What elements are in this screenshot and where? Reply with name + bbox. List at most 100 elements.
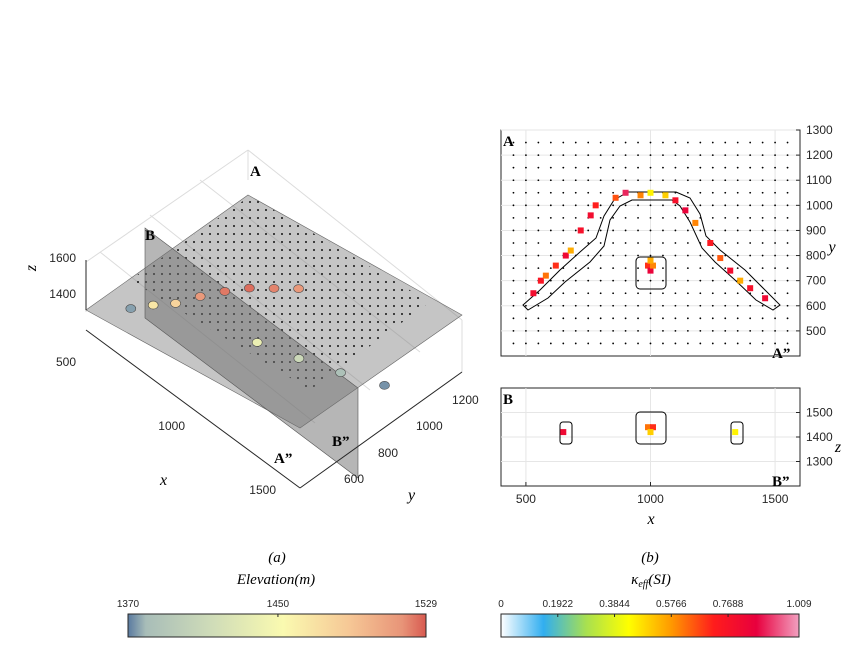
b-top-dots <box>512 141 789 345</box>
b-top-grid-dot <box>686 292 689 295</box>
b-top-label-A2: A” <box>772 346 790 362</box>
b-top-cell <box>692 219 699 226</box>
b-top-grid-dot <box>761 154 764 157</box>
b-bottom-cell <box>649 424 656 431</box>
b-top-grid-dot <box>711 279 714 282</box>
b-top-grid-dot <box>686 179 689 182</box>
b-top-grid-dot <box>699 141 702 144</box>
b-top-grid-dot <box>624 179 627 182</box>
b-top-grid-dot <box>562 141 565 144</box>
b-bottom-y-axis-label: z <box>834 439 842 456</box>
b-top-grid-dot <box>674 166 677 169</box>
b-top-y-tick-label: 600 <box>806 299 826 313</box>
b-top-grid-dot <box>587 204 590 207</box>
b-top-grid-dot <box>736 229 739 232</box>
b-top-grid-dot <box>549 204 552 207</box>
b-top-grid-dot <box>599 304 602 307</box>
b-bottom-x-axis-label: x <box>646 511 654 528</box>
b-top-grid-dot <box>686 304 689 307</box>
b-top-grid-dot <box>674 242 677 244</box>
b-top-grid-dot <box>587 342 590 345</box>
b-top-grid-dot <box>761 216 764 219</box>
b-bottom-x-tick-label: 1500 <box>762 492 789 506</box>
b-top-grid-dot <box>574 216 577 219</box>
b-top-grid-dot <box>549 292 552 295</box>
b-top-grid-dot <box>624 317 627 320</box>
b-top-grid-dot <box>599 292 602 295</box>
b-top-grid-dot <box>749 254 752 257</box>
b-top-grid-dot <box>537 342 540 345</box>
b-bottom-label-B2: B” <box>772 474 790 490</box>
b-top-y-tick-label: 1300 <box>806 123 833 137</box>
b-top-grid-dot <box>549 242 552 244</box>
b-bottom-x-tick-label: 1000 <box>637 492 664 506</box>
b-top-grid-dot <box>637 254 639 257</box>
b-top-grid-dot <box>587 191 590 194</box>
b-top-grid-dot <box>612 141 615 144</box>
b-top-grid-dot <box>612 179 615 182</box>
b-top-grid-dot <box>637 154 639 157</box>
elevation-colorbar-title: Elevation(m) <box>236 572 315 588</box>
b-top-grid-dot <box>749 154 752 157</box>
b-top-grid-dot <box>724 292 727 295</box>
b-top-grid-dot <box>525 166 527 169</box>
b-bottom-label-B: B <box>503 392 513 408</box>
b-top-grid-dot <box>674 141 677 144</box>
b-top-grid-dot <box>512 242 515 244</box>
b-top-grid-dot <box>761 329 764 332</box>
b-top-grid-dot <box>549 216 552 219</box>
b-top-grid-dot <box>562 292 565 295</box>
b-top-grid-dot <box>699 229 702 232</box>
a-data-point <box>244 283 255 293</box>
b-top-grid-dot <box>637 292 639 295</box>
b-top-grid-dot <box>537 204 540 207</box>
b-top-grid-dot <box>637 317 639 320</box>
b-top-grid-dot <box>774 329 776 332</box>
b-top-grid-dot <box>599 329 602 332</box>
b-top-grid-dot <box>736 329 739 332</box>
b-top-grid-dot <box>525 216 527 219</box>
b-top-grid-dot <box>599 204 602 207</box>
b-bottom-box-left <box>559 421 573 445</box>
b-top-grid-dot <box>786 267 789 270</box>
kappa-ticks-label: 0.1922 <box>542 599 573 610</box>
b-top-grid-dot <box>699 292 702 295</box>
b-top-grid-dot <box>612 279 615 282</box>
b-top-grid-dot <box>624 304 627 307</box>
b-top-grid-dot <box>662 216 664 219</box>
b-top-cells <box>530 189 769 302</box>
a-y-tick-4: 1200 <box>452 393 479 407</box>
b-top-grid-dot <box>724 166 727 169</box>
a-data-point <box>268 284 280 293</box>
b-top-grid-dot <box>549 229 552 232</box>
elev-ticks-label: 1370 <box>117 599 140 610</box>
b-top-y-tick-label: 500 <box>806 324 826 338</box>
b-top-grid-dot <box>587 254 590 257</box>
b-top-grid-dot <box>761 204 764 207</box>
b-top-grid-dot <box>699 279 702 282</box>
b-bottom-cells <box>560 424 739 436</box>
b-top-grid-dot <box>774 342 776 345</box>
b-top-grid-dot <box>686 154 689 157</box>
b-top-cell <box>717 255 724 262</box>
b-top-cell <box>647 189 654 196</box>
b-top-y-tick-label: 1100 <box>806 173 832 187</box>
b-top-grid-dot <box>724 267 727 270</box>
b-top-grid-dot <box>574 179 577 182</box>
b-bottom-cell <box>645 424 652 431</box>
panel-b-bottom: 500 1000 1500 1300 1400 1500 x z B B” (b) <box>500 387 842 566</box>
b-top-grid-dot <box>736 179 739 182</box>
b-top-grid-dot <box>562 179 565 182</box>
b-top-grid-dot <box>736 342 739 345</box>
b-top-grid-dot <box>624 204 627 207</box>
b-top-grid-dot <box>686 191 689 194</box>
b-top-grid-dot <box>774 179 776 182</box>
b-top-grid-dot <box>649 254 652 257</box>
b-top-grid-dot <box>686 229 689 232</box>
b-top-grid-dot <box>599 342 602 345</box>
b-top-grid-dot <box>549 254 552 257</box>
b-top-grid-dot <box>612 304 615 307</box>
b-top-grid-dot <box>736 141 739 144</box>
elevation-colorbar-bar <box>127 613 427 638</box>
